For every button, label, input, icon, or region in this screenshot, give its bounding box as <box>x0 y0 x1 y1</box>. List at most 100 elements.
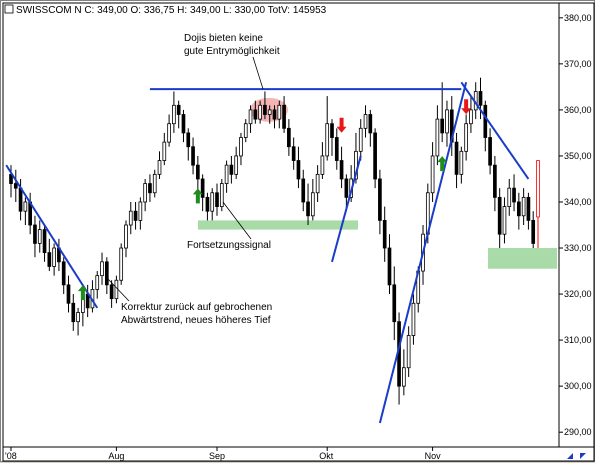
candle-body <box>483 104 488 138</box>
candle-body <box>320 155 325 175</box>
candles-layer <box>9 77 540 405</box>
trendlines-layer <box>5 56 530 424</box>
candle-body <box>224 164 229 184</box>
candle-body <box>536 160 540 218</box>
candle-body <box>310 192 315 217</box>
candle-body <box>104 261 109 286</box>
candle-body <box>42 229 47 254</box>
y-axis-panel <box>558 2 595 448</box>
y-tick-label: 330,00 <box>564 243 592 253</box>
candle-body <box>47 252 52 267</box>
candle-body <box>33 224 37 244</box>
x-tick-label: '08 <box>5 451 17 461</box>
y-tick-label: 360,00 <box>564 105 592 115</box>
candle-body <box>387 247 392 286</box>
candle-body <box>248 109 253 125</box>
candle-body <box>406 335 411 369</box>
downtrend-line-left <box>5 164 99 309</box>
correction-annotation-line1: Korrektur zurück auf gebrochenen <box>121 302 272 313</box>
candle-body <box>229 164 234 175</box>
candle-body <box>128 210 133 226</box>
candle-body <box>61 261 66 286</box>
candle-body <box>23 201 28 212</box>
y-tick-label: 320,00 <box>564 289 592 299</box>
uptrend-line-mid <box>331 155 362 263</box>
continuation-pointer <box>222 201 252 240</box>
candle-body <box>267 109 272 115</box>
downtrend-line-right <box>460 81 530 180</box>
candle-body <box>196 164 200 180</box>
x-tick-label: Aug <box>108 451 124 461</box>
doji-annotation-line2: gute Entrymöglichkeit <box>184 46 280 57</box>
candle-body <box>368 114 373 134</box>
y-tick-label: 350,00 <box>564 151 592 161</box>
checkbox-icon[interactable] <box>4 4 14 14</box>
candle-body <box>497 196 502 235</box>
candle-body <box>282 104 286 129</box>
candle-body <box>143 183 147 203</box>
x-tick-label: Nov <box>425 451 442 461</box>
signal-arrows-layer <box>77 99 472 301</box>
candle-body <box>287 127 291 148</box>
y-tick-label: 370,00 <box>564 59 592 69</box>
candle-body <box>507 187 512 207</box>
support-zone <box>488 248 557 269</box>
y-tick-label: 340,00 <box>564 197 592 207</box>
y-tick-label: 300,00 <box>564 381 592 391</box>
candle-body <box>526 196 531 221</box>
candle-body <box>66 284 71 304</box>
candle-body <box>138 201 143 221</box>
candle-body <box>411 302 416 336</box>
candle-body <box>445 109 449 134</box>
candle-body <box>378 178 382 221</box>
candle-body <box>512 187 516 203</box>
candle-body <box>181 114 186 134</box>
buy-arrow-icon <box>77 285 88 301</box>
candle-body <box>459 150 464 175</box>
candle-body <box>430 155 435 194</box>
doji-annotation-line1: Dojis bieten keine <box>184 33 263 44</box>
candle-body <box>215 192 219 207</box>
candle-body <box>325 123 330 157</box>
continuation-zone <box>198 220 358 230</box>
candle-body <box>100 261 104 277</box>
candle-body <box>234 155 239 175</box>
candle-body <box>18 187 23 212</box>
candle-body <box>272 109 277 120</box>
candle-body <box>478 91 483 106</box>
candle-body <box>253 109 258 120</box>
uptrend-line-main <box>378 82 468 424</box>
scroll-arrows-icon[interactable] <box>567 453 586 459</box>
sell-arrow-icon <box>461 99 472 115</box>
candle-body <box>114 279 119 300</box>
chart-header: SWISSCOM N C: 349,00 O: 336,75 H: 349,00… <box>16 5 327 16</box>
candle-body <box>148 183 152 194</box>
correction-annotation-line2: Abwärtstrend, neues höheres Tief <box>121 315 271 326</box>
candle-body <box>71 302 76 323</box>
candle-body <box>13 183 18 189</box>
candle-body <box>469 109 473 125</box>
candle-body <box>157 160 162 175</box>
candle-body <box>454 141 459 175</box>
y-tick-label: 380,00 <box>564 13 592 23</box>
candle-body <box>344 178 349 198</box>
candle-body <box>263 104 267 115</box>
candle-body <box>488 137 492 166</box>
candle-body <box>301 178 306 203</box>
candle-body <box>210 192 215 212</box>
candle-body <box>239 137 243 157</box>
candle-body <box>200 178 205 198</box>
candle-body <box>95 275 100 290</box>
continuation-annotation: Fortsetzungssignal <box>187 240 271 251</box>
candle-body <box>502 206 507 235</box>
candle-body <box>363 114 368 129</box>
candle-body <box>277 104 282 120</box>
x-tick-label: Sep <box>209 451 225 461</box>
candle-body <box>464 123 468 152</box>
candle-body <box>119 247 124 281</box>
candle-body <box>493 164 497 198</box>
candle-body <box>167 123 171 143</box>
candle-body <box>52 247 56 267</box>
